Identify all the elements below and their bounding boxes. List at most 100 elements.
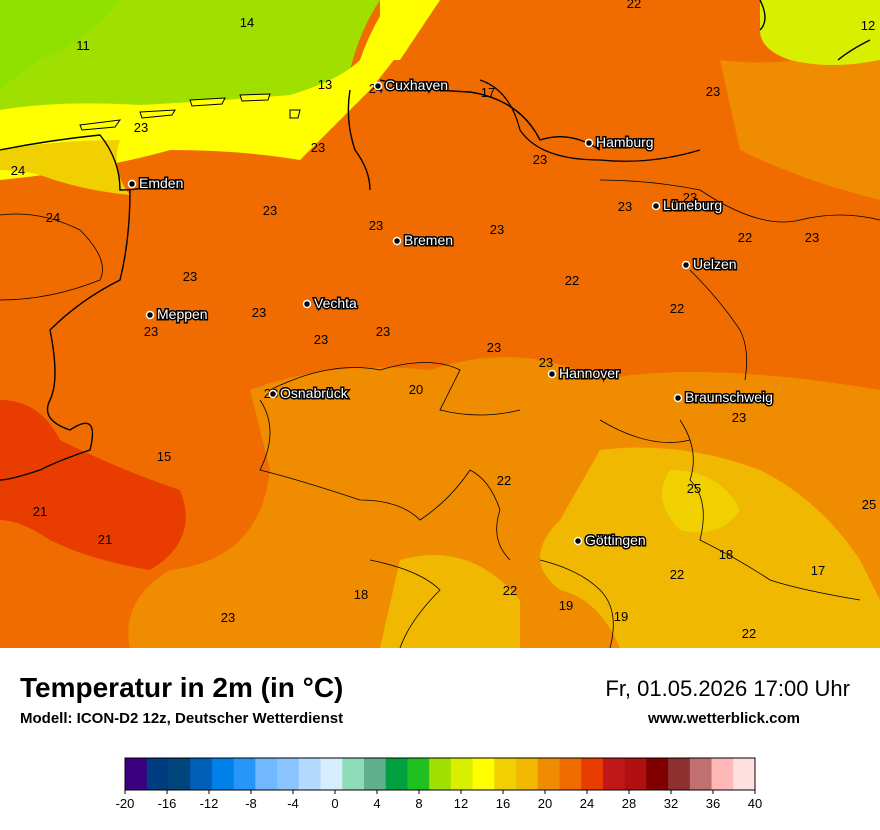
temperature-value: 22 [627,0,641,11]
temperature-value: 21 [33,504,47,519]
city-dot [392,236,402,246]
legend-swatch [342,758,365,790]
legend-swatch [146,758,169,790]
temperature-value: 17 [481,85,495,100]
temperature-value: 18 [354,587,368,602]
legend-tick-label: 24 [580,796,594,811]
legend-swatch [429,758,452,790]
temperature-value: 15 [157,449,171,464]
temperature-value: 25 [687,481,701,496]
city-label: Cuxhaven [385,77,448,93]
temperature-value: 23 [221,610,235,625]
city-label-outline: Hamburg [596,134,654,150]
legend-tick-label: -8 [245,796,257,811]
city-label-outline: Braunschweig [685,389,773,405]
temperature-value: 23 [369,218,383,233]
legend-swatch [472,758,495,790]
temperature-value: 23 [683,190,697,205]
temperature-value: 22 [742,626,756,641]
city-label: Hamburg [596,134,654,150]
city-dot [681,260,691,270]
legend-swatch [516,758,539,790]
legend-tick-label: 4 [373,796,380,811]
legend-tick-label: -12 [200,796,219,811]
legend-swatch [168,758,191,790]
legend-tick-label: -20 [116,796,135,811]
legend-tick-label: 12 [454,796,468,811]
temperature-value: 23 [618,199,632,214]
legend-border [124,757,756,791]
city-label: Braunschweig [685,389,773,405]
legend-swatch [559,758,582,790]
city-label: Vechta [314,295,357,311]
temperature-value: 22 [503,583,517,598]
temperature-value: 25 [862,497,876,512]
map-footer: Temperatur in 2m (in °C) Modell: ICON-D2… [0,648,880,830]
temperature-value: 19 [614,609,628,624]
city-label: Osnabrück [280,385,349,401]
legend-swatch [320,758,343,790]
temperature-value: 13 [318,77,332,92]
legend-swatch [689,758,713,790]
temperature-value: 23 [490,222,504,237]
temperature-value: 22 [497,473,511,488]
city-dot [651,201,661,211]
city-label-outline: Göttingen [585,532,646,548]
legend-tick-label: 28 [622,796,636,811]
city-label: Emden [139,175,183,191]
legend-tick-label: 20 [538,796,552,811]
temperature-value: 23 [134,120,148,135]
legend-swatch [450,758,474,790]
legend-swatch [190,758,213,790]
legend-tick-label: 32 [664,796,678,811]
temperature-value: 12 [861,18,875,33]
legend-tick-label: -4 [287,796,299,811]
legend-swatch [668,758,691,790]
temperature-value: 22 [670,301,684,316]
city-dot [268,389,278,399]
city-label-outline: Meppen [157,306,208,322]
temperature-value: 23 [805,230,819,245]
temperature-value: 14 [240,15,254,30]
temperature-value: 23 [144,324,158,339]
legend-tick-label: -16 [158,796,177,811]
legend-swatch [407,758,430,790]
temperature-value: 22 [738,230,752,245]
temperature-value: 24 [11,163,25,178]
city-label-outline: Cuxhaven [385,77,448,93]
city-label: Göttingen [585,532,646,548]
temperature-value: 23 [311,140,325,155]
temperature-value: 23 [183,269,197,284]
temperature-value: 23 [314,332,328,347]
temperature-value: 18 [719,547,733,562]
temperature-value: 22 [565,273,579,288]
city-dot [373,81,383,91]
temperature-map: 1114132417221223232323242423232323232222… [0,0,880,648]
legend-swatch [298,758,322,790]
forecast-datetime: Fr, 01.05.2026 17:00 Uhr [605,676,850,701]
city-label-outline: Emden [139,175,183,191]
city-label: Bremen [404,232,453,248]
city-dot [584,138,594,148]
temperature-value: 19 [559,598,573,613]
website-link[interactable]: www.wetterblick.com [648,710,800,727]
city-label: Hannover [559,365,620,381]
legend-tick-label: 16 [496,796,510,811]
city-dot [145,310,155,320]
legend-swatch [385,758,408,790]
temperature-value: 17 [811,563,825,578]
temperature-value: 23 [487,340,501,355]
temperature-value: 23 [706,84,720,99]
temperature-value: 24 [46,210,60,225]
temperature-value: 23 [539,355,553,370]
